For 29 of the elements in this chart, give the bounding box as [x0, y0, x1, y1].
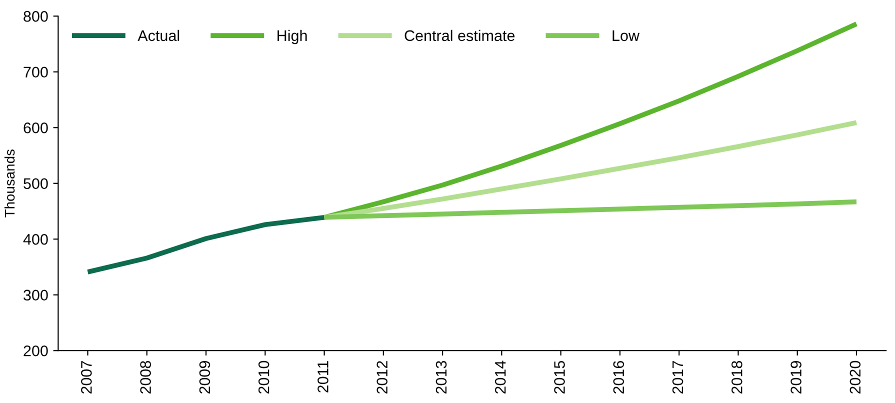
x-tick-label: 2016 [613, 361, 624, 394]
x-tick-label: 2011 [318, 361, 328, 392]
y-tick-label: 200 [24, 345, 48, 356]
y-tick-label: 400 [23, 234, 48, 245]
legend-label: Central estimate [404, 30, 515, 42]
x-tick-label: 2014 [494, 360, 506, 394]
x-tick-label: 2009 [199, 361, 210, 394]
x-tick-label: 2010 [258, 360, 270, 394]
line-series [85, 214, 327, 274]
y-tick-label: 300 [24, 290, 48, 301]
x-tick-label: 2019 [790, 361, 802, 394]
y-axis-title: Thousands [4, 150, 15, 218]
y-tick-label: 600 [24, 122, 48, 134]
line-series [322, 120, 859, 220]
y-tick-label: 700 [24, 66, 48, 78]
x-tick-label: 2008 [140, 360, 151, 394]
x-tick-label: 2013 [436, 361, 447, 394]
x-tick-label: 2015 [554, 360, 565, 394]
legend-label: Low [612, 30, 640, 42]
x-tick-label: 2018 [732, 360, 742, 394]
line-series [322, 21, 859, 220]
x-tick-label: 2020 [850, 360, 861, 394]
x-tick-label: 2012 [376, 361, 388, 394]
legend-label: Actual [138, 30, 180, 42]
y-tick-label: 800 [24, 10, 48, 22]
x-tick-label: 2017 [672, 361, 684, 394]
legend-label: High [278, 30, 307, 44]
y-tick-label: 500 [24, 178, 48, 190]
x-tick-label: 2007 [81, 361, 92, 394]
